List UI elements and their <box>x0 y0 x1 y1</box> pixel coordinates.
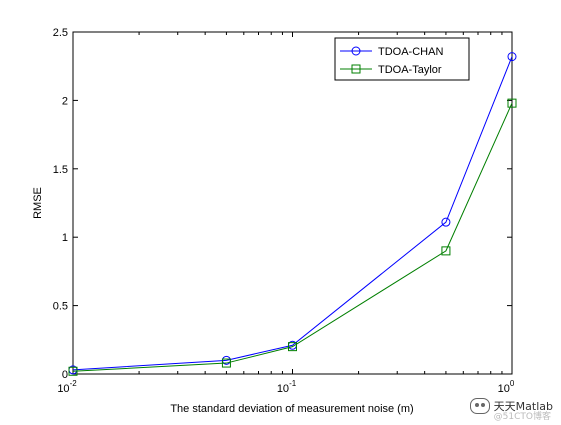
watermark-text: 天天Matlab <box>493 400 553 413</box>
legend-entry-tdoa-chan: TDOA-CHAN <box>340 46 443 58</box>
series-layer <box>68 52 517 376</box>
x-tick-label: 100 <box>498 379 515 395</box>
legend-label-tdoa-taylor: TDOA-Taylor <box>378 64 442 76</box>
chat-bubble-icon <box>469 398 490 414</box>
data-point-tdoa-chan <box>441 217 451 227</box>
watermark: 天天Matlab <box>469 398 553 414</box>
y-axis-title: RMSE <box>32 187 44 219</box>
y-tick-label: 2 <box>62 95 68 107</box>
data-point-tdoa-taylor <box>68 366 78 376</box>
y-tick-label: 2.5 <box>53 27 68 39</box>
legend-entry-tdoa-taylor: TDOA-Taylor <box>340 64 442 76</box>
legend-label-tdoa-chan: TDOA-CHAN <box>378 46 443 58</box>
y-axis-ticks: 0 0.5 1 1.5 2 2.5 <box>53 27 512 381</box>
x-tick-label: 10-2 <box>57 379 77 395</box>
data-point-tdoa-taylor <box>288 342 297 352</box>
x-tick-label: 10-1 <box>277 379 297 395</box>
y-tick-label: 1.5 <box>53 164 68 176</box>
y-tick-label: 1 <box>62 232 68 244</box>
y-tick-label: 0.5 <box>53 301 68 313</box>
legend-marker-tdoa-chan <box>351 46 361 56</box>
x-axis-title: The standard deviation of measurement no… <box>170 403 413 415</box>
watermark-subtext: @51CTO博客 <box>493 412 551 422</box>
data-point-tdoa-taylor <box>221 358 231 368</box>
data-point-tdoa-taylor <box>507 98 517 108</box>
plot-area <box>72 31 513 375</box>
legend: TDOA-CHAN TDOA-Taylor <box>334 37 470 81</box>
series-line-tdoa-chan <box>72 56 513 371</box>
legend-marker-tdoa-taylor <box>351 64 361 74</box>
data-point-tdoa-taylor <box>441 246 451 256</box>
x-axis-ticks: 10-2 10-1 100 <box>57 32 515 395</box>
data-point-tdoa-chan <box>507 52 517 62</box>
series-line-tdoa-taylor <box>72 102 513 372</box>
y-tick-label: 0 <box>62 369 68 381</box>
